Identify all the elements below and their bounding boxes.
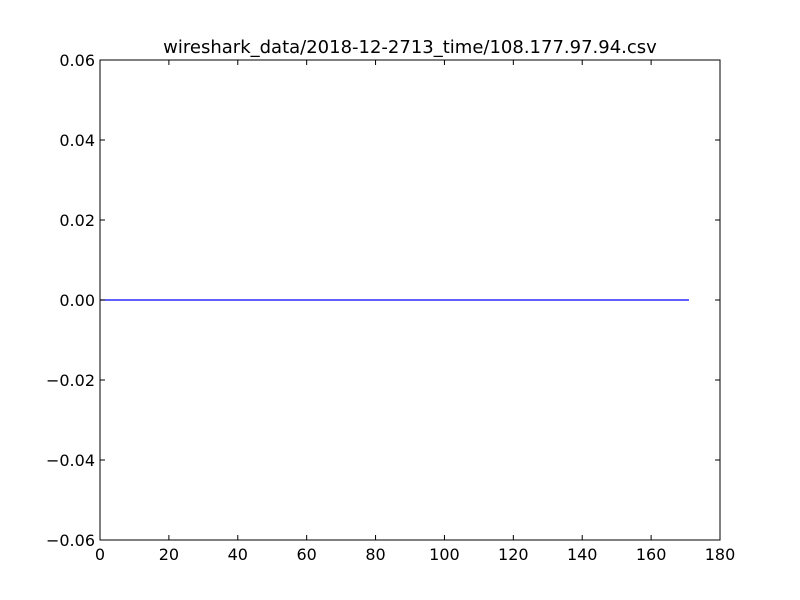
x-tick-label: 0 bbox=[95, 545, 105, 564]
x-tick-label: 100 bbox=[429, 545, 460, 564]
y-tick-label: −0.02 bbox=[46, 371, 95, 390]
x-tick-label: 20 bbox=[159, 545, 179, 564]
y-tick-label: −0.06 bbox=[46, 531, 95, 550]
x-tick-label: 40 bbox=[228, 545, 248, 564]
y-tick-label: 0.00 bbox=[59, 291, 95, 310]
plot-frame bbox=[99, 59, 721, 541]
x-tick-label: 180 bbox=[705, 545, 736, 564]
chart-title: wireshark_data/2018-12-2713_time/108.177… bbox=[163, 37, 657, 58]
x-tick-label: 160 bbox=[636, 545, 667, 564]
x-tick-label: 140 bbox=[567, 545, 598, 564]
x-tick-label: 80 bbox=[365, 545, 385, 564]
y-tick-label: −0.04 bbox=[46, 451, 95, 470]
y-tick-label: 0.02 bbox=[59, 211, 95, 230]
y-tick-label: 0.04 bbox=[59, 131, 95, 150]
y-tick-label: 0.06 bbox=[59, 51, 95, 70]
ticks-layer: 0 20 40 60 80 100 120 140 160 180 −0.06 −0.04 −0.02 0… bbox=[46, 51, 735, 564]
x-tick-label: 120 bbox=[498, 545, 529, 564]
x-tick-label: 60 bbox=[296, 545, 316, 564]
